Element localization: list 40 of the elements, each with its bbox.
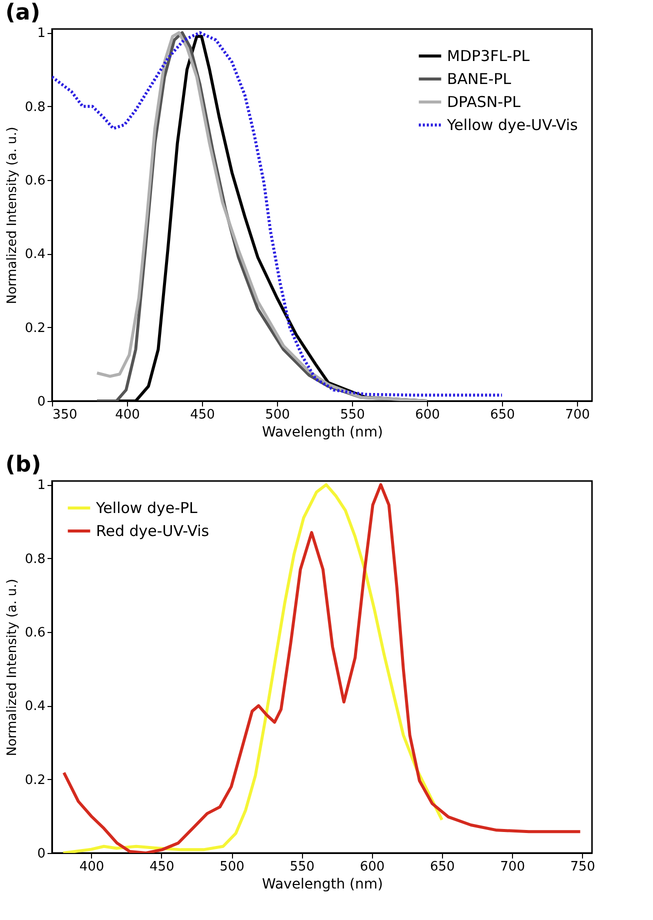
y-tick-label: 1: [37, 26, 46, 42]
x-tick-label: 700: [565, 408, 590, 422]
y-axis-title: Normalized Intensity (a. u.): [4, 578, 20, 756]
y-tick-label: 0.2: [24, 772, 46, 788]
y-tick-label: 0.4: [24, 247, 46, 262]
legend-label: DPASN-PL: [447, 93, 522, 111]
x-tick-label: 400: [79, 860, 104, 874]
x-tick-label: 450: [149, 860, 174, 874]
y-tick-label: 0.6: [24, 626, 46, 641]
y-axis-title: Normalized Intensity (a. u.): [4, 126, 20, 304]
legend-label: Yellow dye-PL: [95, 499, 198, 517]
x-tick-label: 550: [340, 408, 365, 422]
x-tick-label: 600: [360, 860, 385, 874]
x-tick-label: 600: [415, 408, 440, 422]
legend-label: MDP3FL-PL: [447, 47, 530, 65]
y-tick-label: 0.8: [24, 100, 46, 115]
x-tick-label: 700: [500, 860, 525, 874]
x-tick-label: 550: [290, 860, 315, 874]
legend-label: Yellow dye-UV-Vis: [446, 116, 578, 134]
x-tick-label: 500: [220, 860, 244, 874]
chart-title: (b): [5, 452, 42, 478]
y-tick-label: 0: [37, 394, 46, 410]
x-tick-label: 650: [430, 860, 455, 874]
y-tick-label: 1: [37, 478, 46, 494]
chart-title: (a): [5, 0, 40, 26]
y-tick-label: 0: [37, 846, 46, 862]
x-tick-label: 450: [190, 408, 215, 422]
x-tick-label: 750: [570, 860, 596, 874]
x-tick-label: 650: [490, 408, 515, 422]
y-tick-label: 0.6: [24, 174, 46, 189]
y-tick-label: 0.8: [24, 552, 46, 567]
x-axis-title: Wavelength (nm): [262, 876, 383, 892]
legend-label: Red dye-UV-Vis: [96, 522, 210, 540]
y-tick-label: 0.2: [24, 320, 46, 336]
legend-label: BANE-PL: [447, 70, 512, 88]
y-tick-label: 0.4: [24, 699, 46, 714]
x-tick-label: 350: [52, 408, 78, 422]
x-tick-label: 400: [115, 408, 140, 422]
x-tick-label: 500: [265, 408, 290, 422]
x-axis-title: Wavelength (nm): [262, 424, 383, 440]
